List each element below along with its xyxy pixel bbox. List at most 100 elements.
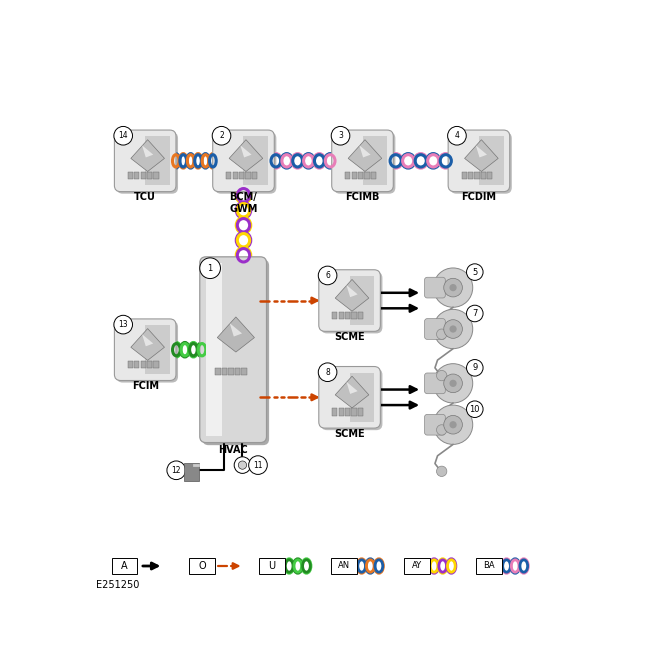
FancyBboxPatch shape <box>140 172 146 179</box>
Circle shape <box>319 363 337 382</box>
FancyBboxPatch shape <box>334 132 395 194</box>
Circle shape <box>437 370 447 381</box>
Text: SCME: SCME <box>334 429 365 439</box>
FancyBboxPatch shape <box>153 172 159 179</box>
Polygon shape <box>476 145 487 157</box>
FancyBboxPatch shape <box>116 321 178 382</box>
Text: 11: 11 <box>253 460 263 470</box>
FancyBboxPatch shape <box>339 409 344 416</box>
Circle shape <box>466 305 483 322</box>
FancyBboxPatch shape <box>332 312 337 319</box>
Text: BA: BA <box>483 562 495 571</box>
Circle shape <box>437 466 447 476</box>
FancyBboxPatch shape <box>243 136 268 185</box>
Circle shape <box>450 284 457 291</box>
Polygon shape <box>347 382 358 394</box>
Text: 5: 5 <box>472 267 477 277</box>
Circle shape <box>200 258 220 279</box>
FancyBboxPatch shape <box>145 136 170 185</box>
Circle shape <box>433 268 472 307</box>
Circle shape <box>331 126 350 145</box>
Text: AY: AY <box>412 562 422 571</box>
FancyBboxPatch shape <box>200 257 267 443</box>
FancyBboxPatch shape <box>321 272 382 333</box>
FancyBboxPatch shape <box>226 172 231 179</box>
Circle shape <box>167 461 185 480</box>
FancyBboxPatch shape <box>474 172 480 179</box>
FancyBboxPatch shape <box>349 373 374 422</box>
Text: BCM/
GWM: BCM/ GWM <box>229 192 257 214</box>
Circle shape <box>444 415 462 434</box>
FancyBboxPatch shape <box>404 558 430 575</box>
FancyBboxPatch shape <box>140 361 146 368</box>
FancyBboxPatch shape <box>358 172 363 179</box>
FancyBboxPatch shape <box>349 276 374 325</box>
FancyBboxPatch shape <box>147 361 152 368</box>
Polygon shape <box>131 140 165 171</box>
Text: FCIM: FCIM <box>132 381 159 391</box>
FancyBboxPatch shape <box>153 361 159 368</box>
Polygon shape <box>347 285 358 297</box>
Text: AN: AN <box>338 562 351 571</box>
Circle shape <box>437 329 447 339</box>
FancyBboxPatch shape <box>319 269 380 331</box>
FancyBboxPatch shape <box>351 172 357 179</box>
Text: 3: 3 <box>338 131 343 140</box>
Polygon shape <box>229 140 263 171</box>
Circle shape <box>444 320 462 338</box>
FancyBboxPatch shape <box>134 172 139 179</box>
FancyBboxPatch shape <box>351 312 357 319</box>
Polygon shape <box>464 140 498 171</box>
FancyBboxPatch shape <box>252 172 257 179</box>
Circle shape <box>239 461 247 469</box>
FancyBboxPatch shape <box>321 369 382 430</box>
FancyBboxPatch shape <box>468 172 473 179</box>
Circle shape <box>450 421 457 428</box>
Text: 10: 10 <box>470 405 480 414</box>
FancyBboxPatch shape <box>358 312 363 319</box>
FancyBboxPatch shape <box>228 368 234 375</box>
FancyBboxPatch shape <box>345 312 350 319</box>
Text: FCDIM: FCDIM <box>462 192 497 202</box>
Polygon shape <box>335 280 369 311</box>
Circle shape <box>466 264 483 280</box>
Circle shape <box>444 278 462 297</box>
Circle shape <box>433 405 472 444</box>
Circle shape <box>444 374 462 392</box>
Circle shape <box>212 126 230 145</box>
FancyBboxPatch shape <box>332 130 393 192</box>
FancyBboxPatch shape <box>332 409 337 416</box>
Polygon shape <box>230 323 242 337</box>
Polygon shape <box>217 317 255 352</box>
FancyBboxPatch shape <box>215 132 276 194</box>
FancyBboxPatch shape <box>114 319 176 380</box>
FancyBboxPatch shape <box>222 368 227 375</box>
Text: 12: 12 <box>171 466 181 475</box>
Polygon shape <box>131 329 165 360</box>
Text: 2: 2 <box>219 131 224 140</box>
FancyBboxPatch shape <box>462 172 467 179</box>
FancyBboxPatch shape <box>450 132 512 194</box>
Polygon shape <box>241 145 251 157</box>
Text: U: U <box>268 561 276 571</box>
FancyBboxPatch shape <box>215 368 220 375</box>
FancyBboxPatch shape <box>480 172 486 179</box>
FancyBboxPatch shape <box>202 259 269 445</box>
Circle shape <box>433 364 472 403</box>
Circle shape <box>450 380 457 387</box>
Text: 4: 4 <box>454 131 460 140</box>
FancyBboxPatch shape <box>479 136 503 185</box>
FancyBboxPatch shape <box>206 263 222 436</box>
Text: HVAC: HVAC <box>218 445 248 455</box>
FancyBboxPatch shape <box>362 136 387 185</box>
FancyBboxPatch shape <box>116 132 178 194</box>
Circle shape <box>319 266 337 285</box>
FancyBboxPatch shape <box>147 172 152 179</box>
FancyBboxPatch shape <box>213 130 274 192</box>
FancyBboxPatch shape <box>345 172 350 179</box>
FancyBboxPatch shape <box>448 130 510 192</box>
FancyBboxPatch shape <box>114 130 176 192</box>
Text: 13: 13 <box>118 320 128 329</box>
FancyBboxPatch shape <box>339 312 344 319</box>
FancyBboxPatch shape <box>241 368 247 375</box>
